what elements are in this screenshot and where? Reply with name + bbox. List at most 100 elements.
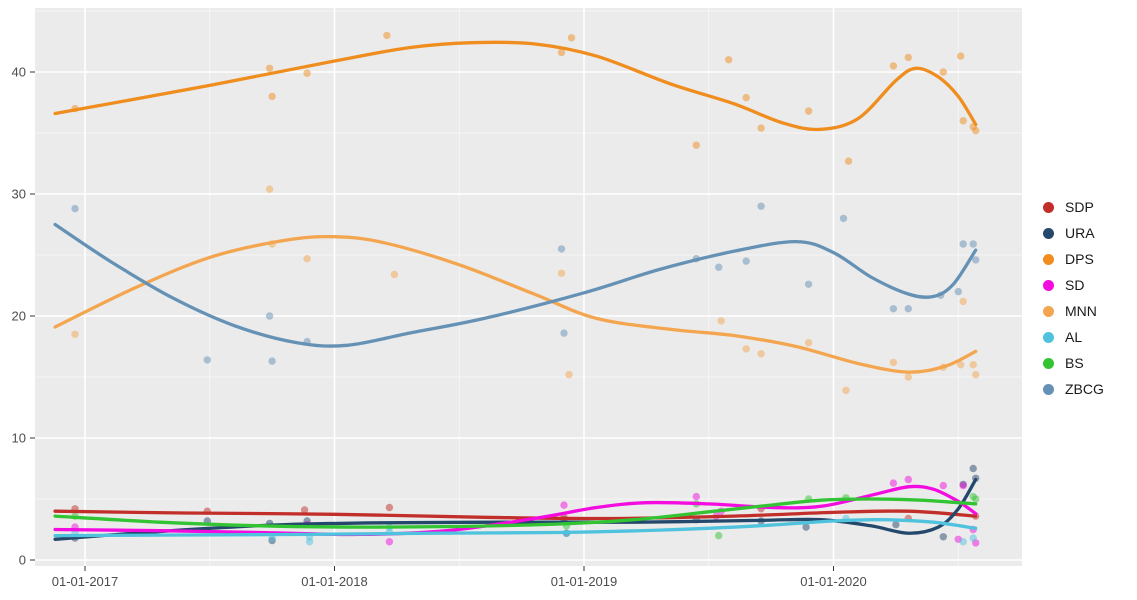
data-point-MNN <box>303 255 311 263</box>
x-axis-tick-label: 01-01-2019 <box>551 574 618 589</box>
data-point-MNN <box>717 317 725 325</box>
data-point-SDP <box>385 503 394 512</box>
legend-item-AL: AL <box>1043 324 1104 350</box>
data-point-AL <box>959 538 967 546</box>
legend-dot-BS <box>1043 357 1054 369</box>
data-point-ZBCG <box>889 305 898 313</box>
data-point-DPS <box>742 93 750 102</box>
y-axis-tick-label: 0 <box>19 553 26 568</box>
data-point-BS <box>715 531 723 540</box>
data-point-ZBCG <box>560 329 568 337</box>
data-point-ZBCG <box>839 214 848 223</box>
data-point-DPS <box>303 69 311 77</box>
data-point-ZBCG <box>265 312 274 320</box>
legend-dot-SDP <box>1043 201 1054 213</box>
x-axis-tick-label: 01-01-2018 <box>301 574 368 589</box>
series-line-DPS <box>53 40 978 132</box>
data-point-ZBCG <box>972 256 980 264</box>
data-point-SD <box>385 538 394 546</box>
data-point-AL <box>305 538 314 546</box>
data-point-ZBCG <box>203 356 211 364</box>
data-point-ZBCG <box>715 263 723 271</box>
legend-label-MNN: MNN <box>1065 303 1097 319</box>
legend-label-AL: AL <box>1065 329 1083 345</box>
legend-dot-ZBCG <box>1043 383 1054 395</box>
data-point-SDP <box>300 506 309 514</box>
data-point-ZBCG <box>904 305 912 313</box>
data-point-DPS <box>972 126 980 135</box>
data-point-SD <box>692 492 700 501</box>
data-point-MNN <box>71 330 79 338</box>
data-point-ZBCG <box>959 240 967 248</box>
legend-item-URA: URA <box>1043 220 1104 246</box>
data-point-DPS <box>557 48 566 57</box>
data-point-ZBCG <box>557 245 566 253</box>
data-point-MNN <box>557 269 566 277</box>
data-point-DPS <box>804 107 813 115</box>
data-point-MNN <box>565 370 573 379</box>
legend-label-ZBCG: ZBCG <box>1065 381 1104 397</box>
legend-dot-DPS <box>1043 253 1054 265</box>
data-point-ZBCG <box>268 357 276 365</box>
data-point-ZBCG <box>954 287 962 296</box>
data-point-MNN <box>842 386 850 395</box>
data-point-MNN <box>904 373 912 381</box>
legend-dot-URA <box>1043 227 1054 239</box>
data-point-MNN <box>804 339 813 347</box>
plot-panel <box>35 8 1022 566</box>
data-point-ZBCG <box>71 204 79 213</box>
data-point-DPS <box>692 141 700 149</box>
y-axis-tick-label: 20 <box>12 309 26 324</box>
data-point-SD <box>560 501 568 509</box>
x-axis-tick-label: 01-01-2020 <box>800 574 867 589</box>
data-point-MNN <box>972 370 980 379</box>
data-point-MNN <box>390 270 399 279</box>
data-point-SD <box>959 481 967 490</box>
legend-label-BS: BS <box>1065 355 1084 371</box>
data-point-URA <box>892 520 900 529</box>
legend-item-ZBCG: ZBCG <box>1043 376 1104 402</box>
data-point-SD <box>939 481 947 490</box>
data-point-MNN <box>957 361 965 369</box>
data-point-DPS <box>725 56 733 64</box>
data-point-ZBCG <box>969 240 977 248</box>
data-point-DPS <box>904 53 912 62</box>
legend-item-BS: BS <box>1043 350 1104 376</box>
data-point-MNN <box>889 358 898 367</box>
data-point-DPS <box>959 117 967 125</box>
data-point-SD <box>904 475 912 484</box>
data-point-DPS <box>889 62 898 70</box>
data-point-BS <box>972 495 980 503</box>
data-point-ZBCG <box>804 280 813 288</box>
x-axis-tick-label: 01-01-2017 <box>52 574 119 589</box>
data-point-DPS <box>265 64 274 73</box>
legend-dot-SD <box>1043 279 1054 291</box>
data-point-SD <box>889 479 898 487</box>
series-line-URA <box>53 477 978 541</box>
data-point-MNN <box>959 297 967 306</box>
y-axis-tick-label: 40 <box>12 65 26 80</box>
series-line-SDP <box>53 509 978 521</box>
data-point-DPS <box>383 31 391 40</box>
data-point-URA <box>802 523 810 531</box>
legend-label-URA: URA <box>1065 225 1095 241</box>
data-point-DPS <box>268 92 276 101</box>
legend-dot-MNN <box>1043 305 1054 317</box>
legend-label-SDP: SDP <box>1065 199 1094 215</box>
data-point-URA <box>969 464 977 473</box>
data-point-MNN <box>265 185 274 193</box>
series-line-ZBCG <box>53 222 978 348</box>
series-points-DPS <box>71 31 980 165</box>
legend: SDP URA DPS SD MNN AL BS ZBCG <box>1043 194 1104 402</box>
data-point-DPS <box>939 68 947 76</box>
legend-item-DPS: DPS <box>1043 246 1104 272</box>
data-point-MNN <box>969 361 977 369</box>
data-point-URA <box>939 533 947 541</box>
data-point-DPS <box>567 34 576 42</box>
data-point-MNN <box>742 345 750 353</box>
data-point-ZBCG <box>742 257 750 265</box>
legend-item-SD: SD <box>1043 272 1104 298</box>
data-point-DPS <box>957 52 965 60</box>
